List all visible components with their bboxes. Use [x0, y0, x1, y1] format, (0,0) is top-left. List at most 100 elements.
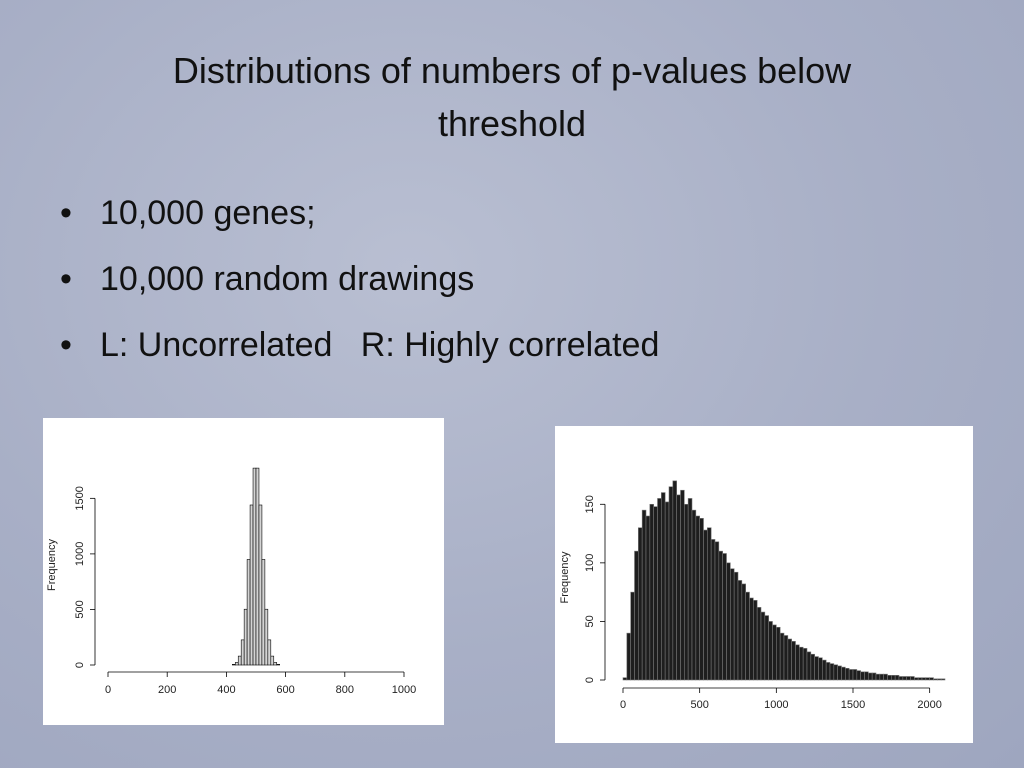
bar: [772, 624, 777, 681]
bar: [749, 597, 754, 681]
bar: [661, 492, 666, 681]
x-tick-label: 1500: [841, 699, 865, 711]
bar: [695, 515, 700, 681]
bar: [668, 486, 674, 681]
bar: [714, 541, 720, 681]
bar: [684, 503, 689, 681]
bar: [910, 676, 915, 681]
x-tick-label: 2000: [917, 699, 941, 711]
bar: [267, 639, 272, 666]
y-axis-label: Frequency: [46, 539, 58, 591]
bar: [937, 678, 942, 681]
bar: [810, 653, 815, 681]
bullet: 10,000 random drawings: [60, 254, 659, 320]
bar: [630, 591, 635, 681]
bar: [891, 675, 896, 681]
bar: [687, 498, 693, 681]
bar: [818, 657, 823, 681]
bar: [264, 608, 269, 666]
bar: [649, 503, 654, 681]
bar: [745, 591, 750, 681]
bar: [791, 641, 796, 681]
histogram-left: 0 200 400 600 800 1000 0 500 1000 1500 Frequency: [43, 418, 444, 725]
bar: [871, 672, 877, 681]
bar: [776, 626, 781, 681]
x-tick-label: 600: [276, 684, 294, 696]
bar: [779, 632, 785, 681]
bar: [837, 665, 842, 681]
bar: [856, 670, 861, 681]
bar: [787, 638, 792, 681]
bar: [249, 504, 254, 666]
bar: [898, 676, 904, 681]
y-tick-label: 150: [584, 495, 596, 513]
bar: [833, 664, 838, 681]
x-tick-label: 400: [217, 684, 235, 696]
bar: [258, 504, 263, 666]
bar: [707, 527, 712, 681]
bar: [753, 600, 758, 681]
bar: [921, 677, 927, 681]
bar: [764, 615, 769, 681]
bar: [261, 559, 266, 666]
bar: [883, 673, 888, 681]
bar: [917, 677, 923, 681]
bar: [276, 664, 280, 666]
bar: [902, 676, 907, 681]
bar: [825, 662, 831, 681]
bar: [864, 671, 869, 681]
bar: [733, 571, 739, 681]
x-tick-label: 1000: [392, 684, 416, 696]
histogram-right: 0 500 1000 1500 2000 0 50 100 150 Frequency: [555, 426, 973, 743]
bar: [756, 607, 762, 681]
bar: [730, 568, 735, 681]
bar: [933, 678, 938, 681]
bar: [848, 669, 854, 681]
bullet: 10,000 genes;: [60, 188, 659, 254]
bullet-list: 10,000 genes; 10,000 random drawings L: …: [60, 188, 659, 386]
x-tick-label: 500: [690, 699, 708, 711]
bar: [626, 632, 631, 681]
bar: [710, 539, 716, 681]
y-tick-label: 500: [74, 600, 86, 618]
bar: [841, 666, 846, 681]
bar: [680, 489, 685, 681]
x-tick-label: 1000: [764, 699, 788, 711]
bar: [255, 467, 260, 666]
bar: [270, 655, 275, 666]
bar: [703, 529, 708, 681]
bar: [795, 644, 800, 681]
bar: [641, 509, 647, 681]
bullet: L: Uncorrelated R: Highly correlated: [60, 320, 659, 386]
bar: [638, 527, 643, 681]
bar: [802, 648, 808, 681]
bar: [845, 667, 850, 681]
x-tick-label: 0: [105, 684, 111, 696]
bar: [672, 480, 677, 681]
bar: [664, 501, 670, 681]
bar: [875, 673, 881, 681]
bar: [940, 678, 946, 681]
x-tick-label: 200: [158, 684, 176, 696]
bar: [894, 675, 900, 681]
bar: [814, 656, 819, 681]
bar: [768, 621, 773, 681]
bar: [799, 646, 804, 681]
bar: [699, 518, 704, 681]
bar: [783, 635, 789, 681]
y-tick-label: 50: [584, 615, 596, 627]
bar: [634, 550, 639, 681]
bar: [741, 583, 746, 681]
bar: [240, 639, 245, 666]
bar: [653, 506, 658, 681]
bar: [760, 611, 766, 681]
bar: [906, 676, 911, 681]
bar: [273, 662, 278, 666]
y-tick-label: 0: [74, 662, 86, 668]
y-axis-label: Frequency: [559, 551, 571, 603]
bar: [645, 515, 651, 681]
bar: [232, 664, 236, 666]
bar: [657, 498, 662, 681]
y-tick-label: 1500: [74, 486, 86, 510]
